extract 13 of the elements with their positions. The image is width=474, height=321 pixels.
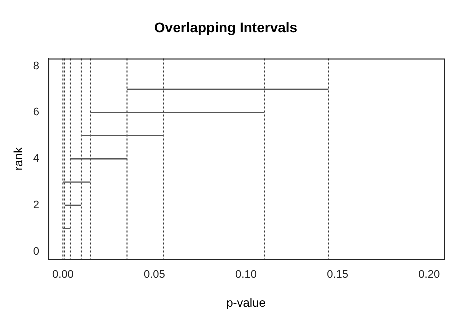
chart-title: Overlapping Intervals — [154, 19, 298, 36]
x-tick-label: 0.15 — [327, 269, 349, 282]
y-tick-label: 0 — [33, 246, 40, 258]
x-tick-label: 0.10 — [236, 269, 257, 282]
x-tick-label: 0.20 — [418, 269, 440, 282]
x-tick-label: 0.00 — [52, 269, 74, 282]
y-tick-label: 8 — [33, 60, 40, 72]
x-axis-title: p-value — [226, 296, 266, 310]
y-tick-label: 4 — [33, 153, 40, 166]
y-tick-label: 2 — [33, 200, 40, 212]
y-axis-title: rank — [12, 146, 26, 171]
x-tick-label: 0.05 — [144, 269, 166, 282]
y-tick-label: 6 — [33, 106, 40, 119]
